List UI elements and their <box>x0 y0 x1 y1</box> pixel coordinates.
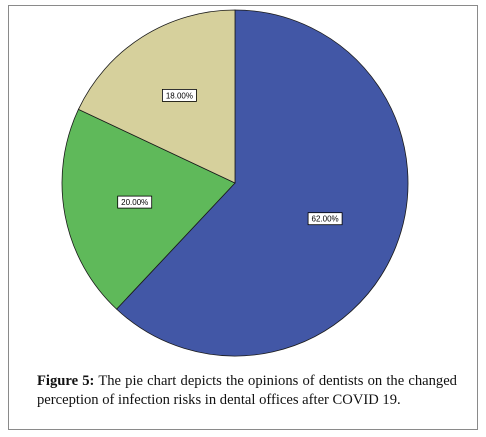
pie-chart: 62.00% 20.00% 18.00% <box>61 9 409 357</box>
pie-slice <box>116 9 409 357</box>
caption-label: Figure 5: <box>37 373 95 389</box>
pie-slice <box>61 108 236 310</box>
pie-slice-label: 18.00% <box>166 91 193 100</box>
pie-slice-label: 62.00% <box>312 215 339 224</box>
pie-slices <box>61 9 409 357</box>
caption-text: The pie chart depicts the opinions of de… <box>37 373 457 408</box>
pie-label-box <box>307 212 343 226</box>
figure-frame: 62.00% 20.00% 18.00% Figure 5: The pie cha… <box>8 5 478 430</box>
figure-caption: Figure 5: The pie chart depicts the opin… <box>37 372 457 410</box>
pie-slice-label: 20.00% <box>121 198 148 207</box>
pie-label-box <box>161 89 197 102</box>
pie-slice <box>77 9 236 184</box>
pie-label-box <box>117 195 153 209</box>
pie-labels: 62.00% 20.00% 18.00% <box>117 89 343 226</box>
